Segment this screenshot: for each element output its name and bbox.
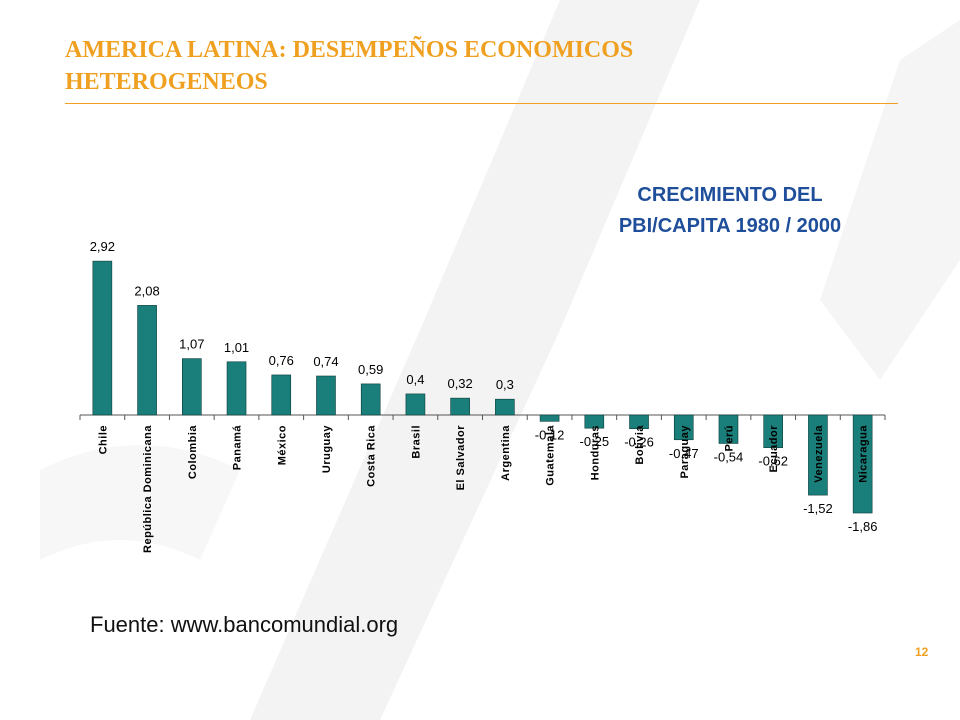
- value-label-6: 0,74: [313, 354, 338, 369]
- slide-title-line2: HETEROGENEOS: [65, 69, 268, 95]
- bar-13: [629, 414, 649, 430]
- bar-18: [852, 414, 873, 514]
- category-label-7: Costa Rica: [366, 425, 378, 487]
- bar-11: [539, 414, 560, 422]
- bar-17: [808, 414, 828, 496]
- bar-2: [137, 305, 157, 416]
- category-label-14: Paraguay: [679, 425, 691, 479]
- value-label-7: 0,59: [358, 362, 383, 377]
- value-label-9: 0,32: [447, 376, 472, 391]
- bar-14: [673, 414, 694, 441]
- value-label-17: -1,52: [803, 501, 833, 516]
- slide-title: AMERICA LATINA: DESEMPEÑOS ECONOMICOS HE…: [65, 34, 865, 98]
- category-label-13: Bolivia: [634, 425, 646, 465]
- bar-10: [495, 398, 515, 416]
- bar-16: [763, 414, 783, 448]
- category-label-2: República Dominicana: [142, 425, 154, 553]
- category-label-15: Perú: [723, 425, 735, 451]
- value-label-14: -0,47: [669, 446, 699, 461]
- category-label-10: Argentina: [500, 425, 512, 481]
- bar-12: [584, 414, 605, 429]
- category-label-4: Panamá: [232, 425, 244, 471]
- category-label-12: Honduras: [589, 425, 601, 480]
- category-label-16: Ecuador: [768, 425, 780, 473]
- category-label-18: Nicaragua: [858, 425, 870, 483]
- category-label-3: Colombia: [187, 425, 199, 479]
- bar-4: [226, 361, 247, 416]
- value-label-15: -0,54: [714, 449, 744, 464]
- value-label-3: 1,07: [179, 337, 204, 352]
- value-label-13: -0,26: [624, 435, 654, 450]
- value-label-12: -0,25: [579, 434, 609, 449]
- bar-6: [316, 375, 336, 416]
- page-number: 12: [915, 645, 929, 659]
- value-label-8: 0,4: [406, 372, 424, 387]
- bar-9: [450, 397, 470, 416]
- category-label-6: Uruguay: [321, 425, 333, 474]
- chart-title: CRECIMIENTO DEL PBI/CAPITA 1980 / 2000: [590, 180, 870, 242]
- value-label-4: 1,01: [224, 340, 249, 355]
- value-label-18: -1,86: [848, 519, 878, 534]
- value-label-16: -0,62: [758, 454, 788, 469]
- source-note: Fuente: www.bancomundial.org: [90, 612, 399, 637]
- category-label-11: Guatemala: [545, 425, 557, 486]
- bar-1: [92, 260, 113, 416]
- bar-8: [405, 393, 426, 416]
- value-label-1: 2,92: [90, 239, 115, 254]
- category-label-17: Venezuela: [813, 425, 825, 483]
- value-label-10: 0,3: [496, 377, 514, 392]
- bar-15: [718, 414, 739, 444]
- title-divider: [65, 103, 898, 104]
- value-label-5: 0,76: [269, 353, 294, 368]
- category-label-1: Chile: [97, 425, 109, 454]
- value-label-2: 2,08: [134, 283, 159, 298]
- chart-title-line2: PBI/CAPITA 1980 / 2000: [618, 215, 842, 237]
- category-label-9: El Salvador: [455, 425, 467, 491]
- bar-7: [360, 383, 381, 416]
- bar-5: [271, 374, 292, 416]
- category-label-8: Brasil: [410, 425, 422, 459]
- chart-title-line1: CRECIMIENTO DEL: [637, 184, 823, 206]
- bar-3: [182, 358, 202, 416]
- value-label-11: -0,12: [535, 427, 565, 442]
- slide-title-line1: AMERICA LATINA: DESEMPEÑOS ECONOMICOS: [65, 37, 634, 63]
- category-label-5: México: [276, 425, 288, 465]
